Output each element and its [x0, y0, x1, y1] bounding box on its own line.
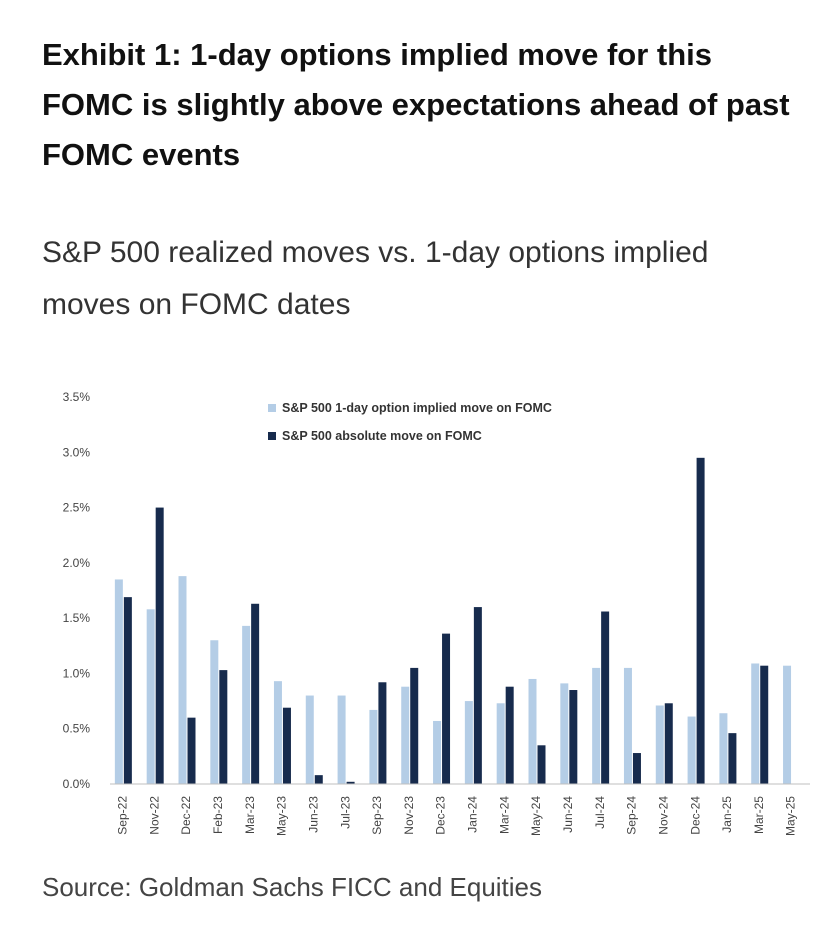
x-tick-label: Dec-23 — [434, 796, 448, 835]
bar-absolute-move — [728, 733, 737, 784]
bar-implied-move — [178, 576, 187, 784]
bar-implied-move — [273, 681, 282, 784]
bar-implied-move — [210, 640, 219, 784]
bar-implied-move — [687, 716, 696, 784]
bar-implied-move — [401, 686, 410, 784]
bar-absolute-move — [251, 603, 260, 784]
bar-implied-move — [369, 709, 378, 784]
x-tick-label: Jan-24 — [466, 796, 480, 833]
bar-implied-move — [528, 678, 537, 784]
bar-absolute-move — [473, 607, 482, 784]
bar-absolute-move — [664, 703, 673, 784]
bar-implied-move — [496, 703, 505, 784]
bar-absolute-move — [314, 775, 323, 784]
bar-implied-move — [783, 665, 792, 784]
y-tick-label: 1.5% — [63, 611, 91, 625]
x-tick-label: Nov-24 — [656, 796, 670, 835]
bar-absolute-move — [505, 686, 514, 784]
x-tick-label: Mar-23 — [243, 796, 257, 834]
x-tick-label: Feb-23 — [211, 796, 225, 834]
bar-implied-move — [337, 695, 346, 784]
bar-absolute-move — [442, 633, 451, 784]
y-tick-label: 2.5% — [63, 501, 91, 515]
y-tick-label: 1.0% — [63, 666, 91, 680]
chart-title: S&P 500 realized moves vs. 1-day options… — [42, 236, 709, 321]
x-tick-label: Dec-24 — [688, 796, 702, 835]
bar-absolute-move — [123, 597, 132, 784]
x-tick-label: Sep-23 — [370, 796, 384, 835]
x-tick-label: Nov-23 — [402, 796, 416, 835]
bar-absolute-move — [282, 707, 291, 784]
x-tick-label: Sep-24 — [625, 796, 639, 835]
legend-label: S&P 500 absolute move on FOMC — [282, 429, 482, 443]
bar-absolute-move — [346, 781, 355, 784]
bar-implied-move — [305, 695, 314, 784]
x-tick-label: Jul-23 — [338, 796, 352, 829]
bar-absolute-move — [569, 690, 578, 784]
x-tick-label: Jun-24 — [561, 796, 575, 833]
y-tick-label: 3.0% — [63, 445, 91, 459]
x-tick-label: Nov-22 — [147, 796, 161, 835]
x-tick-label: May-23 — [275, 796, 289, 836]
bar-absolute-move — [378, 682, 387, 784]
bar-absolute-move — [601, 611, 610, 784]
x-tick-label: Mar-24 — [497, 796, 511, 834]
bar-implied-move — [114, 579, 123, 784]
x-tick-label: May-25 — [784, 796, 798, 836]
exhibit-title: Exhibit 1: 1-day options implied move fo… — [42, 37, 790, 172]
bar-implied-move — [655, 705, 664, 784]
chart-container: 0.0% 0.5% 1.0% 1.5% 2.0% 2.5% 3.0% 3.5% Sep-22 No… — [0, 380, 822, 860]
x-tick-label: Jul-24 — [593, 796, 607, 829]
bar-implied-move — [464, 701, 473, 784]
bar-implied-move — [146, 609, 155, 784]
bar-absolute-move — [410, 667, 419, 784]
bar-implied-move — [560, 683, 569, 784]
x-tick-label: Dec-22 — [179, 796, 193, 835]
y-tick-label: 0.5% — [63, 722, 91, 736]
x-tick-label: Mar-25 — [752, 796, 766, 834]
bar-absolute-move — [632, 753, 641, 784]
legend-label: S&P 500 1-day option implied move on FOM… — [282, 401, 552, 415]
legend-swatch — [268, 432, 276, 440]
x-tick-label: May-24 — [529, 796, 543, 836]
bar-absolute-move — [187, 717, 196, 784]
bar-implied-move — [751, 663, 760, 784]
bar-absolute-move — [537, 745, 546, 784]
bar-chart: 0.0% 0.5% 1.0% 1.5% 2.0% 2.5% 3.0% 3.5% Sep-22 No… — [63, 390, 810, 836]
x-tick-label: Jun-23 — [306, 796, 320, 833]
x-tick-label: Sep-22 — [116, 796, 130, 835]
y-tick-label: 3.5% — [63, 390, 91, 404]
bar-absolute-move — [155, 507, 164, 784]
bar-absolute-move — [760, 665, 769, 784]
bar-implied-move — [433, 720, 442, 784]
bar-absolute-move — [696, 457, 705, 784]
y-tick-label: 0.0% — [63, 777, 91, 791]
bar-absolute-move — [219, 670, 228, 784]
bar-implied-move — [592, 667, 601, 784]
bar-implied-move — [623, 667, 632, 784]
bar-implied-move — [719, 713, 728, 784]
y-tick-label: 2.0% — [63, 556, 91, 570]
legend-swatch — [268, 404, 276, 412]
x-tick-label: Jan-25 — [720, 796, 734, 833]
source-note: Source: Goldman Sachs FICC and Equities — [42, 872, 543, 902]
bar-implied-move — [242, 625, 251, 784]
